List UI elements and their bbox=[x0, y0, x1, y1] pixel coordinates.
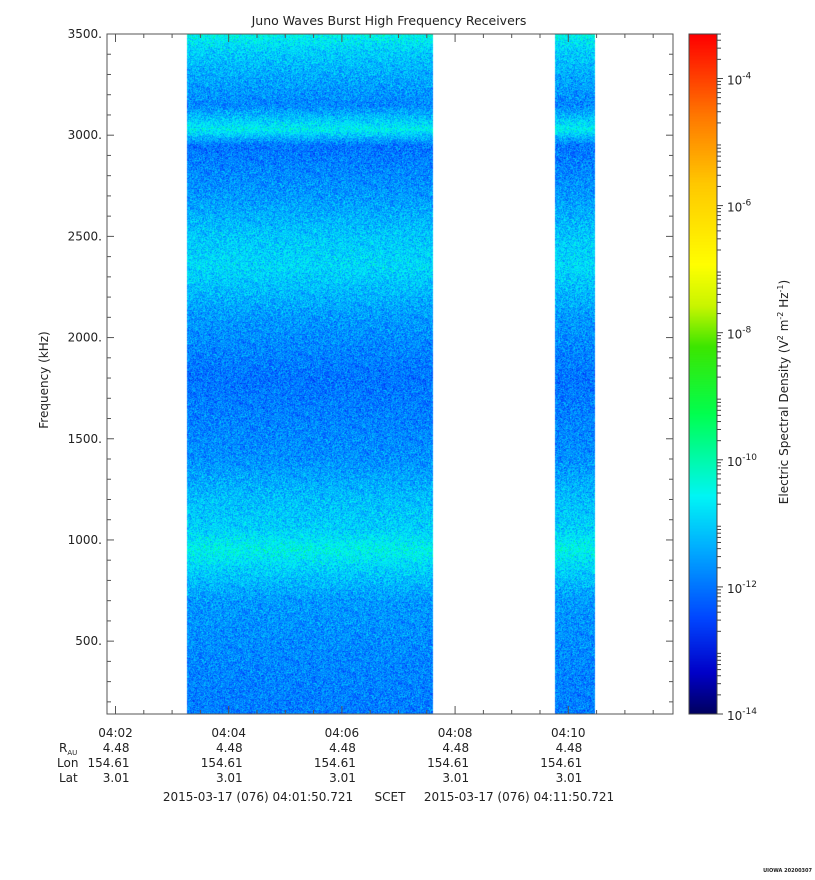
time-range-start: 2015-03-17 (076) 04:01:50.721 bbox=[163, 790, 353, 804]
colorbar-frame bbox=[688, 33, 718, 715]
colorbar-tick-label-5: 10-14 bbox=[727, 707, 757, 723]
ephem-label-lat: Lat bbox=[59, 771, 78, 785]
y-tick-label-6: 3500. bbox=[68, 27, 102, 41]
x-tick-label-4: 04:10 bbox=[551, 726, 586, 740]
y-axis: 500. 1000. 1500. 2000. 2500. 3000. 3500. bbox=[68, 27, 673, 703]
ephem-lat-value-0: 3.01 bbox=[103, 771, 130, 785]
time-range-end: 2015-03-17 (076) 04:11:50.721 bbox=[424, 790, 614, 804]
plot-area bbox=[106, 33, 674, 715]
y-tick-label-0: 500. bbox=[75, 634, 102, 648]
colorbar-label-end: ) bbox=[777, 280, 791, 285]
footer-mark: UIOWA 20200307 bbox=[763, 868, 812, 874]
ephemeris-table: RAU Lon Lat 4.48154.613.014.48154.613.01… bbox=[57, 741, 582, 785]
colorbar: 10-4 10-6 10-8 10-10 10-12 10-14 bbox=[688, 33, 757, 723]
ephem-lat-value-4: 3.01 bbox=[556, 771, 583, 785]
time-range: 2015-03-17 (076) 04:01:50.721 SCET 2015-… bbox=[163, 790, 614, 804]
y-tick-label-3: 2000. bbox=[68, 331, 102, 345]
colorbar-label-sup1: 2 bbox=[776, 335, 785, 340]
y-axis-label: Frequency (kHz) bbox=[37, 331, 51, 428]
spectrogram-image bbox=[107, 34, 673, 714]
x-axis: 04:02 04:04 04:06 04:08 04:10 bbox=[98, 34, 654, 740]
ephem-lon-value-0: 154.61 bbox=[87, 756, 129, 770]
colorbar-gradient bbox=[689, 34, 717, 714]
ephem-lat-value-3: 3.01 bbox=[442, 771, 469, 785]
colorbar-label-sup2: -2 bbox=[776, 312, 785, 320]
ephem-lat-value-1: 3.01 bbox=[216, 771, 243, 785]
y-tick-label-2: 1500. bbox=[68, 432, 102, 446]
ephem-lon-value-1: 154.61 bbox=[201, 756, 243, 770]
ephem-lat-value-2: 3.01 bbox=[329, 771, 356, 785]
colorbar-tick-label-0: 10-4 bbox=[727, 71, 752, 87]
ephem-label-r-subscript: AU bbox=[67, 749, 77, 757]
chart-title: Juno Waves Burst High Frequency Receiver… bbox=[251, 13, 527, 28]
y-tick-label-5: 3000. bbox=[68, 128, 102, 142]
x-tick-label-2: 04:06 bbox=[325, 726, 360, 740]
ephem-r-value-3: 4.48 bbox=[442, 741, 469, 755]
x-tick-label-3: 04:08 bbox=[438, 726, 473, 740]
colorbar-label: Electric Spectral Density (V2 m-2 Hz-1) bbox=[776, 280, 791, 504]
x-tick-label-0: 04:02 bbox=[98, 726, 133, 740]
colorbar-tick-label-1: 10-6 bbox=[727, 199, 752, 215]
colorbar-ticks: 10-4 10-6 10-8 10-10 10-12 10-14 bbox=[717, 33, 757, 723]
ephem-lon-value-3: 154.61 bbox=[427, 756, 469, 770]
plot-frame bbox=[106, 33, 674, 715]
colorbar-label-base: Electric Spectral Density (V bbox=[777, 339, 791, 504]
ephem-r-value-2: 4.48 bbox=[329, 741, 356, 755]
ephem-label-lon: Lon bbox=[57, 756, 78, 770]
x-tick-label-1: 04:04 bbox=[211, 726, 246, 740]
colorbar-tick-label-4: 10-12 bbox=[727, 580, 757, 596]
colorbar-label-sup3: -1 bbox=[776, 285, 785, 293]
colorbar-label-mid: m bbox=[777, 320, 791, 336]
time-range-scet: SCET bbox=[375, 790, 407, 804]
y-tick-label-1: 1000. bbox=[68, 533, 102, 547]
colorbar-tick-label-3: 10-10 bbox=[727, 453, 757, 469]
ephem-r-value-1: 4.48 bbox=[216, 741, 243, 755]
y-tick-label-4: 2500. bbox=[68, 229, 102, 243]
ephem-label-r: RAU bbox=[59, 741, 77, 757]
colorbar-label-mid2: Hz bbox=[777, 292, 791, 311]
ephem-lon-value-4: 154.61 bbox=[540, 756, 582, 770]
ephem-r-value-0: 4.48 bbox=[103, 741, 130, 755]
colorbar-tick-label-2: 10-8 bbox=[727, 326, 752, 342]
ephem-lon-value-2: 154.61 bbox=[314, 756, 356, 770]
ephem-r-value-4: 4.48 bbox=[556, 741, 583, 755]
ephem-label-r-text: R bbox=[59, 741, 67, 755]
